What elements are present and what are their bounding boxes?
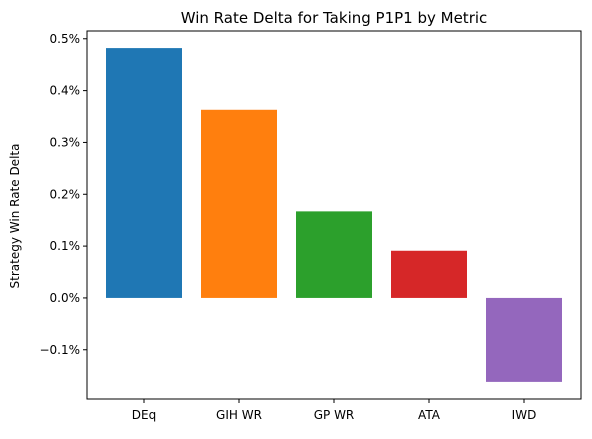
bar-ata bbox=[391, 250, 467, 298]
y-tick-label: 0.2% bbox=[50, 187, 81, 201]
y-tick-label: 0.3% bbox=[50, 135, 81, 149]
bar-gp-wr bbox=[296, 211, 372, 298]
bar-deq bbox=[106, 48, 182, 298]
y-axis-label: Strategy Win Rate Delta bbox=[8, 144, 22, 289]
bars-layer bbox=[106, 48, 562, 382]
y-tick-label: 0.4% bbox=[50, 84, 81, 98]
chart-title: Win Rate Delta for Taking P1P1 by Metric bbox=[181, 9, 488, 27]
x-tick-label-iwd: IWD bbox=[512, 408, 537, 422]
y-tick-label: 0.1% bbox=[50, 239, 81, 253]
x-tick-label-deq: DEq bbox=[132, 408, 156, 422]
y-tick-label: −0.1% bbox=[39, 343, 80, 357]
bar-iwd bbox=[486, 297, 562, 382]
y-tick-label: 0.5% bbox=[50, 32, 81, 46]
x-axis-ticks: DEq GIH WR GP WR ATA IWD bbox=[132, 399, 537, 422]
bar-gih-wr bbox=[201, 109, 277, 298]
x-tick-label-gih-wr: GIH WR bbox=[216, 408, 262, 422]
y-tick-label: 0.0% bbox=[50, 291, 81, 305]
plot-area-frame bbox=[86, 30, 582, 400]
x-tick-label-gp-wr: GP WR bbox=[314, 408, 355, 422]
x-tick-label-ata: ATA bbox=[418, 408, 441, 422]
y-axis-ticks: −0.1% 0.0% 0.1% 0.2% 0.3% 0.4% 0.5% bbox=[39, 32, 87, 357]
